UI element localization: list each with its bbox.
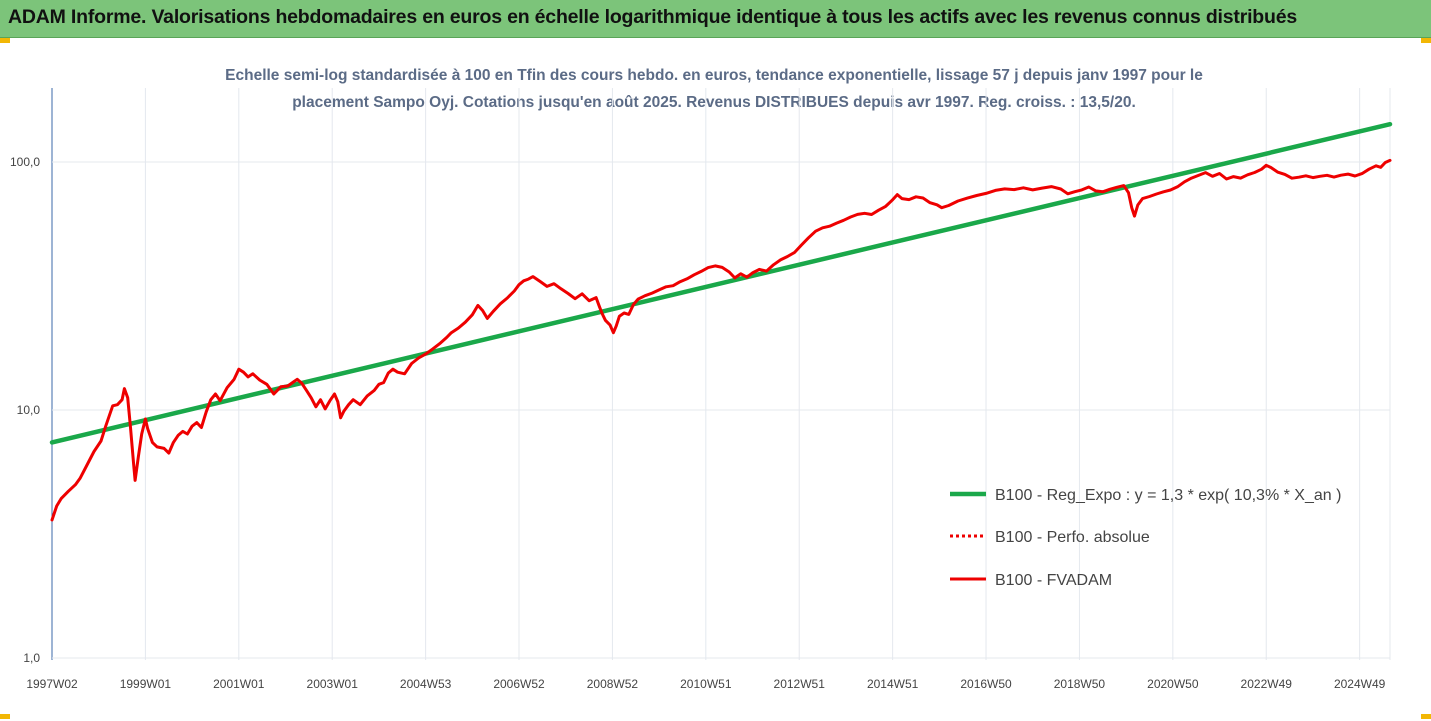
chart-subtitle-line-2: placement Sampo Oyj. Cotations jusqu'en … [292,94,1136,111]
x-tick-label-6: 2008W52 [587,677,639,691]
corner-accent-top-left [0,38,10,43]
x-tick-label-12: 2020W50 [1147,677,1199,691]
x-tick-label-2: 2001W01 [213,677,265,691]
x-tick-label-3: 2003W01 [307,677,359,691]
series-line-2 [50,158,1392,522]
corner-accent-bottom-left [0,714,10,719]
legend: B100 - Reg_Expo : y = 1,3 * exp( 10,3% *… [950,487,1341,589]
legend-label-2: B100 - FVADAM [995,572,1112,589]
chart-area: Echelle semi-log standardisée à 100 en T… [10,67,1393,691]
corner-accent-top-right [1421,38,1431,43]
chart-subtitle-line-1: Echelle semi-log standardisée à 100 en T… [225,67,1203,84]
y-axis-ticks: 1,0 10,0 100,0 [10,155,1390,665]
y-tick-label-1: 10,0 [17,403,41,417]
x-tick-label-5: 2006W52 [493,677,545,691]
x-tick-label-13: 2022W49 [1241,677,1293,691]
x-tick-label-0: 1997W02 [26,677,78,691]
x-tick-label-1: 1999W01 [120,677,172,691]
series-line-0 [49,121,1393,445]
legend-label-1: B100 - Perfo. absolue [995,529,1150,546]
y-tick-label-2: 100,0 [10,155,40,169]
title-banner: ADAM Informe. Valorisations hebdomadaire… [0,0,1431,38]
x-tick-label-9: 2014W51 [867,677,919,691]
corner-accent-bottom-right [1421,714,1431,719]
series-layer [49,121,1393,522]
vertical-gridlines [51,88,1391,660]
x-tick-label-8: 2012W51 [774,677,826,691]
x-tick-label-4: 2004W53 [400,677,452,691]
x-tick-label-11: 2018W50 [1054,677,1106,691]
report-title: ADAM Informe. Valorisations hebdomadaire… [8,6,1298,28]
y-tick-label-0: 1,0 [23,651,40,665]
x-tick-label-10: 2016W50 [960,677,1012,691]
x-tick-label-7: 2010W51 [680,677,732,691]
legend-label-0: B100 - Reg_Expo : y = 1,3 * exp( 10,3% *… [995,487,1341,504]
x-axis-ticks: 1997W02 1999W01 2001W01 2003W01 2004W53 2006W… [26,677,1385,691]
x-tick-label-14: 2024W49 [1334,677,1386,691]
